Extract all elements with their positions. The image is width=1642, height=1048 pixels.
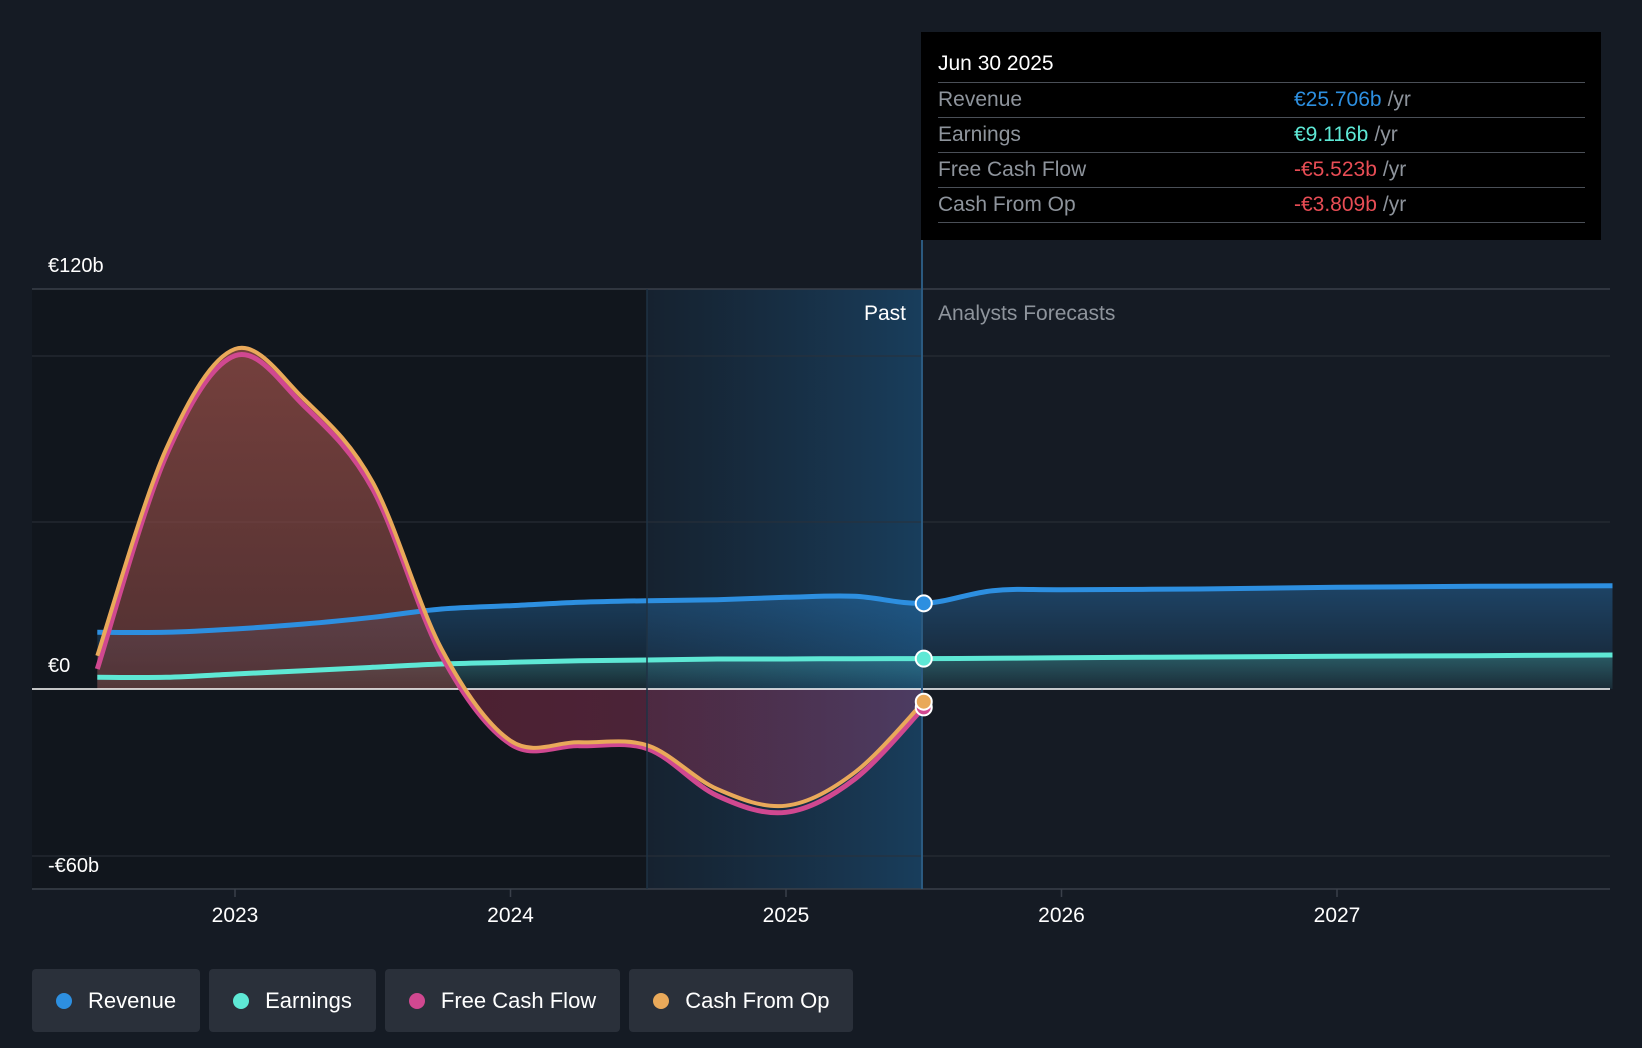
x-tick-label: 2025	[763, 904, 810, 927]
earnings-line	[97, 652, 1613, 681]
tooltip-label: Cash From Op	[938, 193, 1076, 216]
tooltip-value: -€3.809b	[1294, 193, 1377, 216]
legend: Revenue Earnings Free Cash Flow Cash Fro…	[32, 969, 854, 1032]
legend-label: Cash From Op	[685, 987, 830, 1013]
tooltip-unit: /yr	[1382, 193, 1407, 216]
cash-from-op-line	[95, 345, 926, 809]
cash-from-op-marker[interactable]	[914, 692, 933, 711]
tooltip-unit: /yr	[1374, 123, 1398, 146]
free-cash-flow-line	[94, 351, 926, 816]
x-tick-label: 2024	[487, 904, 534, 927]
y-tick-label-zero: €0	[48, 655, 70, 677]
forecast-label: Analysts Forecasts	[938, 302, 1115, 325]
legend-item-earnings[interactable]: Earnings	[209, 969, 376, 1032]
legend-item-cash-from-op[interactable]: Cash From Op	[629, 969, 854, 1032]
tooltip-row-free-cash-flow: Free Cash Flow -€5.523b /yr	[938, 153, 1585, 188]
tooltip-value: €9.116b	[1294, 123, 1369, 146]
legend-label: Earnings	[265, 987, 352, 1013]
legend-item-free-cash-flow[interactable]: Free Cash Flow	[384, 969, 621, 1032]
revenue-marker[interactable]	[914, 594, 933, 613]
tooltip-row-earnings: Earnings €9.116b /yr	[938, 118, 1585, 153]
legend-item-revenue[interactable]: Revenue	[32, 969, 201, 1032]
tooltip-label: Earnings	[938, 123, 1021, 146]
tooltip-row-cash-from-op: Cash From Op -€3.809b /yr	[938, 188, 1585, 223]
tooltip-value: -€5.523b	[1294, 158, 1377, 181]
cash-negative-area	[97, 689, 924, 807]
tooltip-label: Revenue	[938, 88, 1023, 111]
tooltip-row-revenue: Revenue €25.706b /yr	[938, 83, 1585, 118]
legend-dot-icon	[56, 992, 72, 1009]
tooltip-label: Free Cash Flow	[938, 158, 1087, 181]
legend-label: Free Cash Flow	[440, 987, 597, 1013]
legend-dot-icon	[653, 992, 670, 1009]
x-tick-label: 2023	[212, 904, 259, 927]
tooltip-unit: /yr	[1382, 158, 1407, 181]
tooltip-date: Jun 30 2025	[938, 46, 1585, 83]
y-tick-label-top: €120b	[48, 255, 104, 277]
cash-positive-area	[97, 347, 924, 689]
legend-dot-icon	[233, 992, 250, 1009]
x-tick-label: 2027	[1314, 904, 1361, 927]
earnings-marker[interactable]	[914, 649, 933, 668]
tooltip-unit: /yr	[1387, 88, 1411, 111]
tooltip-value: €25.706b	[1294, 88, 1382, 111]
revenue-line	[97, 583, 1613, 636]
past-label: Past	[864, 302, 906, 325]
y-tick-label-bottom: -€60b	[48, 855, 99, 877]
legend-label: Revenue	[88, 987, 177, 1013]
x-tick-label: 2026	[1038, 904, 1085, 927]
legend-dot-icon	[408, 992, 425, 1009]
tooltip: Jun 30 2025 Revenue €25.706b /yr Earning…	[921, 32, 1601, 240]
